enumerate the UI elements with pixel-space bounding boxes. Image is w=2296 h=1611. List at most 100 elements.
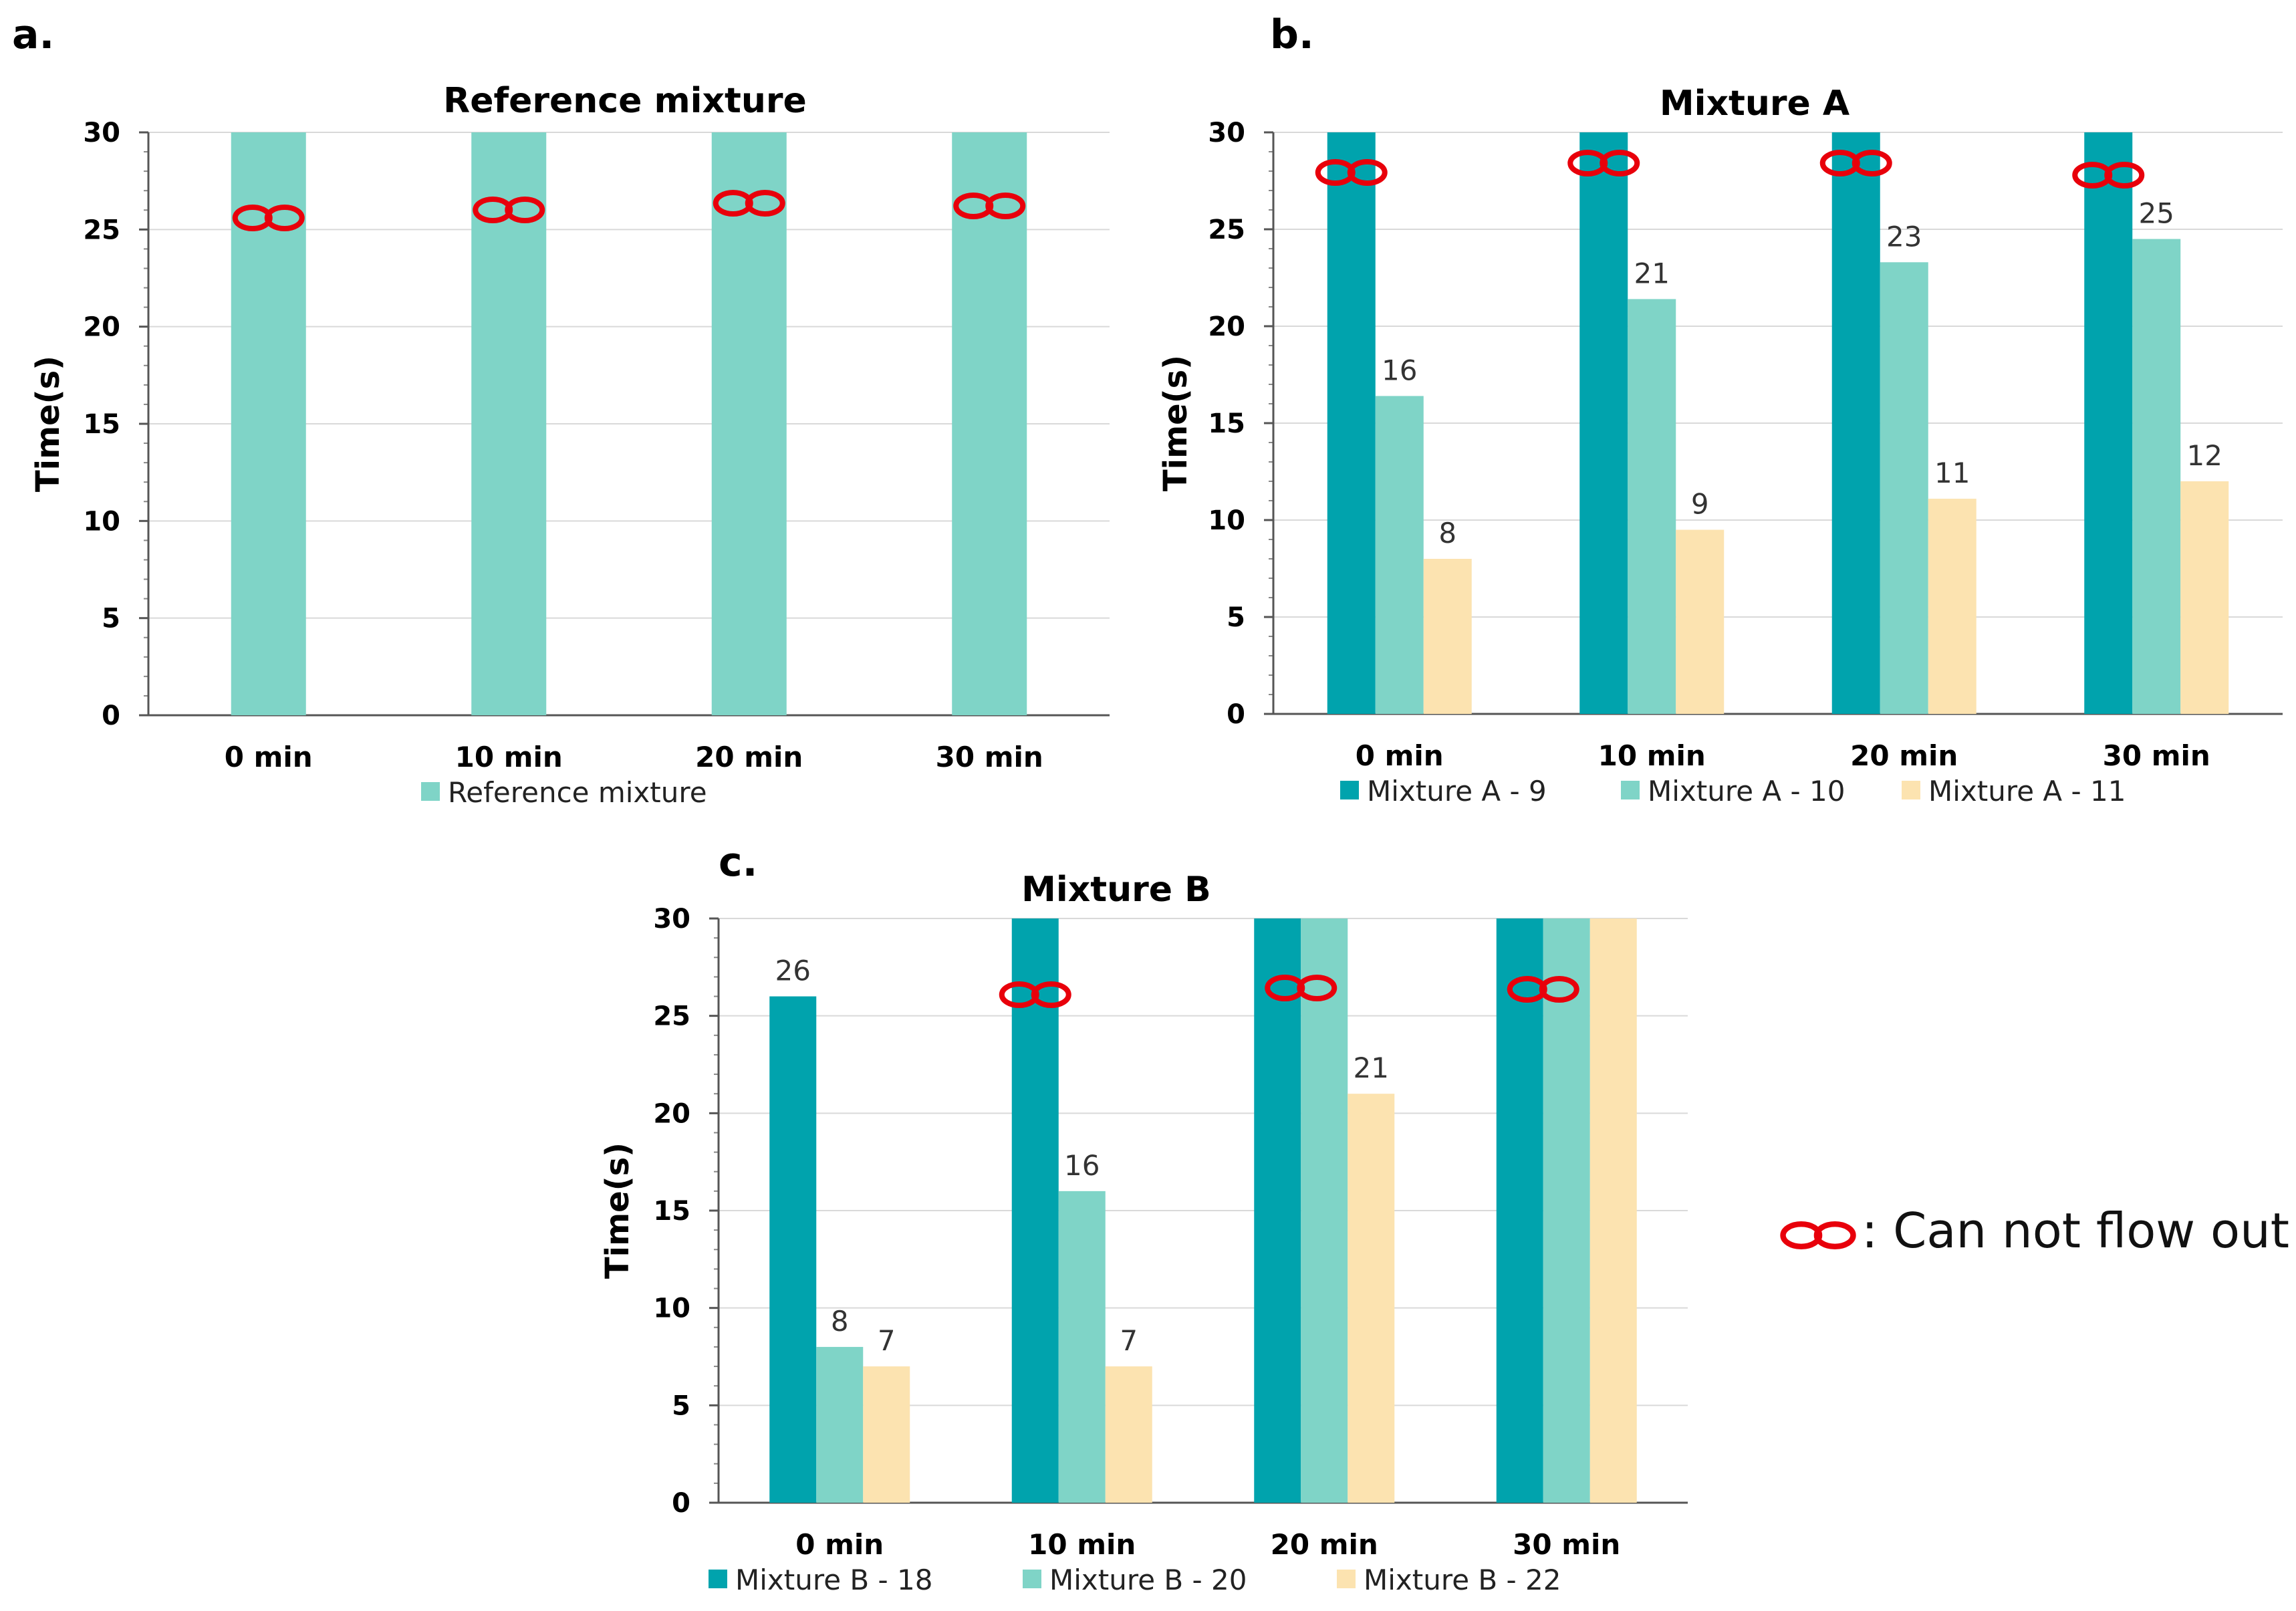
infinity-loop-right <box>505 197 545 223</box>
chart-reference-mixture: a. Reference mixture 0 5 10 15 20 25 30 Time(s) 0 … <box>12 11 1110 809</box>
bar <box>1589 918 1637 1503</box>
bar <box>1831 132 1880 714</box>
y-axis-title: Time(s) <box>599 1142 636 1279</box>
y-tick-label: 10 <box>83 506 120 537</box>
data-label: 16 <box>1064 1149 1100 1182</box>
bar <box>1327 132 1376 714</box>
y-tick-label: 5 <box>1227 602 1245 633</box>
legend-label: Mixture B - 20 <box>1049 1564 1247 1596</box>
panel-letter: a. <box>12 11 54 58</box>
bar <box>711 132 787 715</box>
bar <box>1496 918 1543 1503</box>
bar <box>1880 262 1928 714</box>
chart-mixture-a: b. Mixture A 0 5 10 15 20 25 30 Time(s) 16 8 0 min 21… <box>1157 11 2283 808</box>
bar <box>816 1346 864 1503</box>
infinity-loop-right <box>745 190 785 217</box>
legend-label: Reference mixture <box>448 776 707 809</box>
x-category-label: 0 min <box>225 741 313 773</box>
infinity-loop-right <box>1813 1221 1856 1249</box>
y-tick-label: 0 <box>1227 699 1245 730</box>
x-category-label: 30 min <box>936 741 1043 773</box>
bar <box>1058 1191 1106 1503</box>
y-tick-label: 20 <box>1208 312 1245 342</box>
y-tick-label: 25 <box>653 1001 690 1032</box>
legend-swatch <box>709 1570 727 1588</box>
infinity-loop-right <box>1347 159 1388 186</box>
infinity-marker <box>1567 150 1640 176</box>
bar <box>2132 239 2181 714</box>
infinity-loop-right <box>1031 981 1071 1008</box>
legend: Mixture A - 9 Mixture A - 10 Mixture A - 1… <box>1340 775 2126 808</box>
x-category-label: 30 min <box>1513 1528 1620 1561</box>
data-label: 11 <box>1934 457 1970 489</box>
data-label: 26 <box>775 955 811 987</box>
bar <box>1676 529 1725 714</box>
infinity-loop-right <box>1297 975 1337 1001</box>
bar <box>1011 918 1059 1503</box>
y-tick-label: 30 <box>1208 118 1245 148</box>
legend-label: Mixture A - 9 <box>1367 775 1547 808</box>
data-label: 7 <box>1120 1324 1138 1357</box>
y-tick-label: 25 <box>1208 215 1245 245</box>
bar <box>2084 132 2133 714</box>
infinity-loop-right <box>985 193 1026 219</box>
bar <box>1423 559 1472 714</box>
data-label: 7 <box>878 1324 896 1357</box>
y-tick-label: 5 <box>672 1390 690 1421</box>
data-label: 25 <box>2139 197 2174 230</box>
x-category-label: 10 min <box>1598 739 1706 772</box>
legend-swatch <box>1621 781 1640 799</box>
note-text: : Can not flow out <box>1862 1203 2289 1259</box>
legend-label: Mixture B - 22 <box>1364 1564 1561 1596</box>
chart-title: Mixture A <box>1660 84 1849 124</box>
legend-swatch <box>1337 1570 1356 1588</box>
panel-letter: b. <box>1270 11 1314 58</box>
infinity-loop-right <box>1600 150 1640 176</box>
y-axis-title: Time(s) <box>29 356 67 492</box>
x-category-label: 0 min <box>1356 739 1444 772</box>
bar <box>1301 918 1348 1503</box>
infinity-marker <box>999 981 1071 1008</box>
infinity-marker <box>1265 975 1337 1001</box>
infinity-marker <box>232 205 305 231</box>
chart-title: Mixture B <box>1021 870 1211 910</box>
infinity-loop-right <box>1852 150 1892 176</box>
infinity-marker <box>1819 150 1892 176</box>
x-category-label: 20 min <box>1271 1528 1378 1561</box>
bar <box>1928 499 1976 714</box>
chart-title: Reference mixture <box>443 81 807 121</box>
legend-swatch <box>1340 781 1359 799</box>
infinity-legend-note: : Can not flow out <box>1780 1203 2289 1259</box>
infinity-marker <box>953 193 1026 219</box>
y-tick-label: 10 <box>653 1293 690 1324</box>
bar <box>769 996 817 1503</box>
legend: Mixture B - 18 Mixture B - 20 Mixture B - … <box>709 1564 1561 1596</box>
legend-swatch <box>1023 1570 1041 1588</box>
y-tick-label: 15 <box>1208 408 1245 439</box>
legend-swatch <box>421 782 440 801</box>
x-category-label: 10 min <box>1028 1528 1136 1561</box>
data-label: 21 <box>1634 257 1670 289</box>
x-category-label: 10 min <box>455 741 563 773</box>
bar <box>1628 299 1676 714</box>
y-tick-label: 25 <box>83 215 120 245</box>
legend-label: Mixture A - 10 <box>1648 775 1845 808</box>
x-category-label: 20 min <box>1850 739 1958 772</box>
data-label: 8 <box>1438 517 1456 549</box>
x-category-label: 30 min <box>2103 739 2210 772</box>
bar <box>1105 1366 1152 1503</box>
y-tick-label: 0 <box>672 1488 690 1519</box>
x-category-label: 0 min <box>795 1528 884 1561</box>
data-label: 8 <box>831 1305 849 1338</box>
infinity-loop-right <box>2104 162 2145 189</box>
data-label: 21 <box>1354 1051 1389 1084</box>
infinity-note-symbol <box>1780 1221 1856 1249</box>
y-tick-label: 15 <box>83 409 120 440</box>
y-tick-label: 0 <box>102 701 120 731</box>
data-label: 16 <box>1382 354 1417 386</box>
panel-letter: c. <box>719 839 757 886</box>
y-tick-label: 20 <box>653 1098 690 1129</box>
legend-label: Mixture B - 18 <box>735 1564 933 1596</box>
